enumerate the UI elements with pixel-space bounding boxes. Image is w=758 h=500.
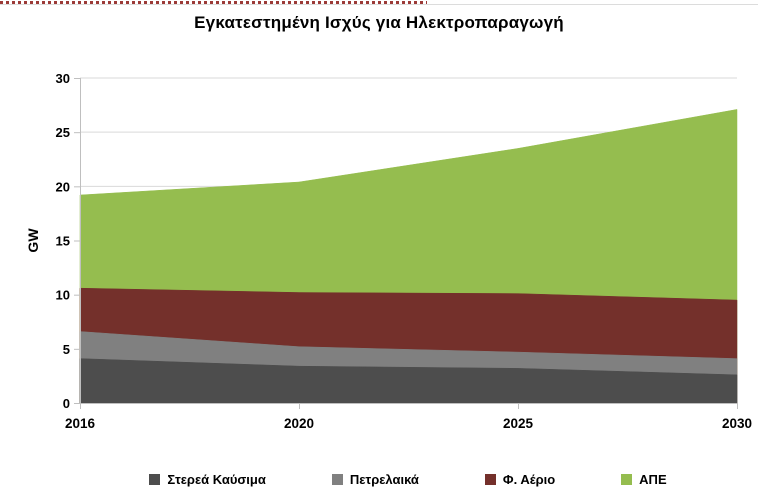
legend-swatch-icon <box>484 474 496 485</box>
legend-item-0: Στερεά Καύσιμα <box>149 472 266 487</box>
y-tick-label-25: 25 <box>56 125 70 140</box>
y-tick-label-0: 0 <box>63 396 70 411</box>
legend-item-3: ΑΠΕ <box>621 472 667 487</box>
legend-label: Πετρελαικά <box>349 472 419 487</box>
top-dotted-line <box>0 1 427 4</box>
top-hairline <box>0 4 758 5</box>
y-tick-label-15: 15 <box>56 234 70 249</box>
legend-swatch-icon <box>149 474 161 485</box>
y-axis-title: GW <box>25 228 41 253</box>
legend-item-1: Πετρελαικά <box>331 472 419 487</box>
legend-swatch-icon <box>331 474 343 485</box>
chart-legend: Στερεά Καύσιμα Πετρελαικά Φ. Αέριο ΑΠΕ <box>29 472 758 487</box>
x-tick-label-2016: 2016 <box>65 416 96 431</box>
legend-label: ΑΠΕ <box>639 472 667 487</box>
legend-label: Φ. Αέριο <box>502 472 556 487</box>
y-tick-label-20: 20 <box>56 179 70 194</box>
legend-item-2: Φ. Αέριο <box>484 472 556 487</box>
legend-label: Στερεά Καύσιμα <box>167 472 266 487</box>
x-tick-label-2030: 2030 <box>722 416 752 431</box>
chart-title: Εγκατεστημένη Ισχύς για Ηλεκτροπαραγωγή <box>194 13 564 32</box>
y-tick-label-5: 5 <box>63 342 70 357</box>
x-tick-label-2025: 2025 <box>503 416 534 431</box>
x-tick-label-2020: 2020 <box>284 416 314 431</box>
y-tick-label-30: 30 <box>56 71 70 86</box>
y-tick-label-10: 10 <box>56 288 70 303</box>
legend-swatch-icon <box>621 474 633 485</box>
